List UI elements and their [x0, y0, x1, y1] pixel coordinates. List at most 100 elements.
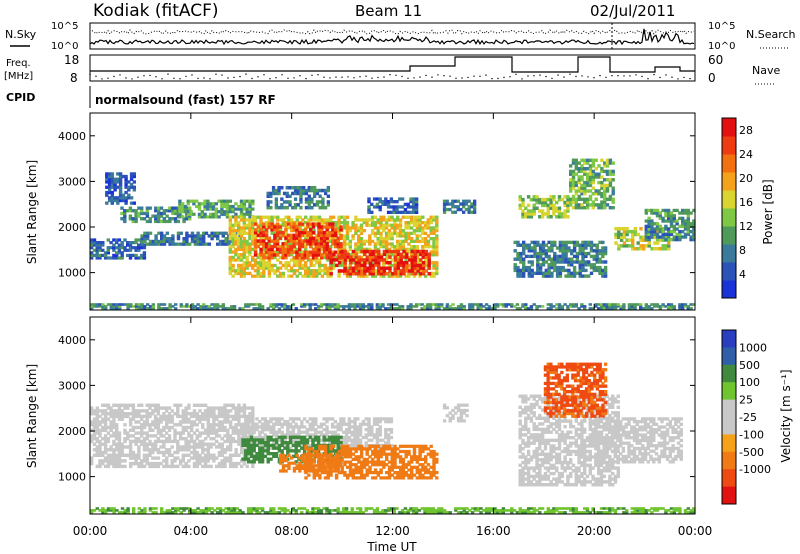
power-cell	[276, 237, 280, 241]
power-cell	[234, 237, 238, 241]
power-cell	[589, 263, 594, 267]
power-cell	[597, 164, 601, 168]
power-cell	[432, 218, 436, 222]
power-cell	[237, 269, 241, 273]
power-cell	[200, 212, 204, 216]
power-cell	[273, 242, 277, 246]
power-cell	[569, 169, 573, 174]
power-cell	[415, 245, 419, 249]
power-cell	[553, 251, 557, 256]
velocity-cell	[258, 507, 262, 510]
power-cell	[387, 231, 392, 235]
velocity-cell	[212, 437, 216, 441]
power-cell	[248, 263, 252, 268]
velocity-cell	[237, 423, 241, 427]
velocity-cell	[134, 437, 138, 441]
power-cell	[412, 202, 416, 206]
power-cell	[370, 305, 374, 308]
power-cell	[312, 263, 316, 268]
power-cell	[644, 230, 648, 234]
velocity-cell	[140, 511, 144, 514]
velocity-cell	[462, 509, 466, 512]
power-cell	[118, 177, 123, 181]
power-cell	[608, 172, 613, 176]
velocity-cell	[484, 507, 489, 510]
power-cell	[574, 183, 578, 188]
power-cell	[284, 231, 288, 235]
power-cell	[329, 237, 333, 241]
power-cell	[134, 305, 139, 308]
power-cell	[304, 205, 309, 210]
power-cell	[583, 307, 587, 310]
velocity-cell	[633, 509, 637, 512]
velocity-cell	[181, 428, 185, 432]
velocity-cell	[215, 439, 219, 444]
power-cell	[536, 254, 540, 259]
power-cell	[288, 305, 293, 308]
power-cell	[157, 206, 161, 210]
power-cell	[580, 167, 584, 171]
velocity-cell	[479, 511, 483, 514]
power-cell	[570, 274, 574, 278]
velocity-cell	[137, 414, 141, 419]
power-cell	[533, 271, 537, 275]
power-cell	[412, 215, 417, 219]
velocity-cell	[145, 412, 149, 416]
power-cell	[370, 215, 375, 219]
velocity-cell	[217, 406, 222, 410]
velocity-cell	[406, 511, 410, 514]
power-cell	[248, 199, 252, 203]
power-cell	[131, 246, 135, 250]
power-cell	[655, 232, 660, 236]
power-cell	[535, 305, 539, 308]
power-cell	[98, 305, 102, 308]
power-cell	[228, 204, 232, 209]
velocity-cell	[117, 412, 122, 416]
nave-point	[245, 73, 247, 75]
power-cell	[216, 237, 220, 241]
power-cell	[574, 164, 578, 168]
power-cell	[406, 307, 410, 310]
power-cell	[202, 234, 206, 238]
power-cell	[407, 269, 412, 273]
power-cell	[270, 256, 274, 260]
power-cell	[264, 233, 269, 238]
power-cell	[183, 204, 188, 209]
velocity-cell	[203, 428, 208, 432]
power-cell	[349, 261, 353, 265]
power-cell	[248, 229, 252, 233]
velocity-cell	[148, 439, 152, 444]
power-cell	[145, 211, 150, 216]
power-cell	[386, 307, 391, 310]
nave-point	[125, 77, 127, 79]
velocity-cell	[187, 417, 191, 421]
velocity-cell	[178, 434, 183, 438]
power-cell	[393, 229, 397, 233]
y-tick-label: 2000	[58, 221, 86, 234]
power-cell	[432, 237, 436, 241]
power-cell	[577, 307, 581, 310]
power-cell	[445, 305, 450, 308]
velocity-cell	[193, 509, 197, 512]
power-cell	[137, 256, 141, 260]
power-cell	[435, 269, 439, 273]
velocity-cell	[140, 409, 144, 413]
power-cell	[185, 234, 189, 238]
power-cell	[337, 258, 341, 262]
power-cell	[527, 265, 531, 270]
velocity-cell	[462, 507, 466, 510]
power-cell	[248, 212, 252, 216]
power-cell	[228, 229, 232, 233]
power-cell	[396, 245, 400, 249]
power-cell	[521, 212, 525, 216]
power-cell	[470, 303, 475, 306]
power-cell	[309, 242, 313, 246]
power-cell	[409, 210, 413, 214]
velocity-cell	[484, 509, 489, 512]
power-cell	[402, 255, 406, 259]
power-cell	[631, 244, 635, 248]
power-cell	[259, 271, 263, 276]
power-cell	[145, 214, 150, 218]
power-cell	[269, 303, 273, 306]
power-cell	[435, 239, 439, 243]
